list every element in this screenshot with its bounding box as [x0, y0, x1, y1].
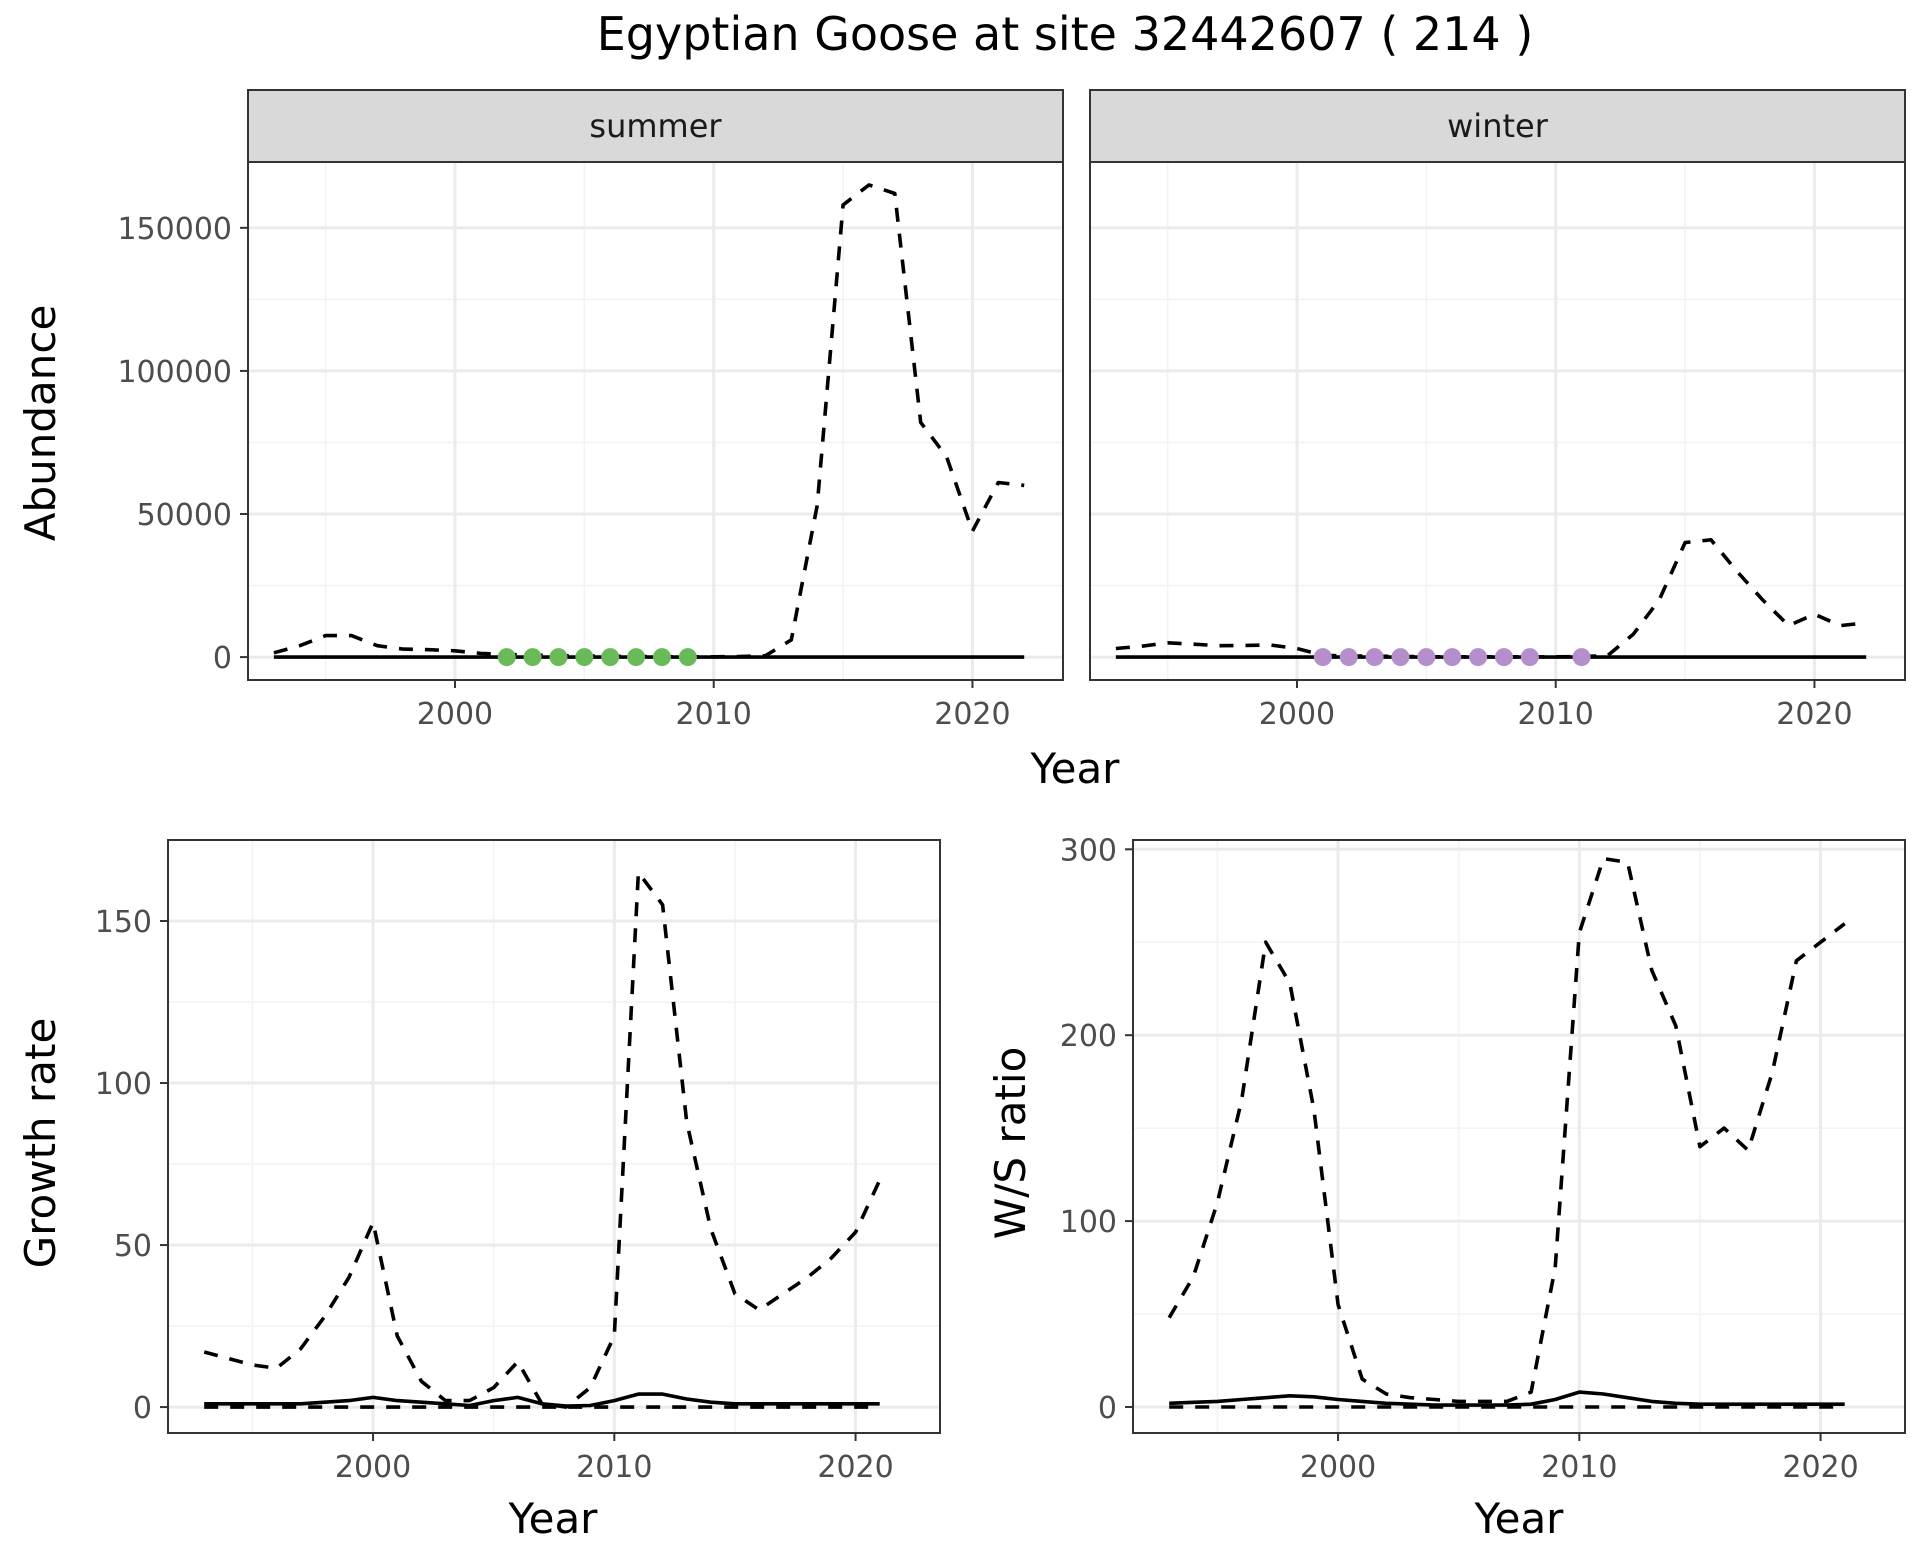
x-tick-label: 2020 — [934, 697, 1010, 732]
x-tick-label: 2000 — [417, 697, 493, 732]
data-point — [1313, 648, 1332, 667]
y-tick-label: 200 — [1060, 1019, 1117, 1054]
data-point — [601, 648, 620, 667]
x-tick-label: 2010 — [676, 697, 752, 732]
facet-strip — [247, 89, 1064, 163]
facet-strip-label: winter — [1447, 107, 1549, 145]
y-tick-label: 0 — [213, 641, 232, 676]
data-point — [652, 648, 671, 667]
panel-background — [1133, 840, 1905, 1433]
x-tick-label: 2000 — [335, 1450, 411, 1485]
data-point — [678, 648, 697, 667]
y-tick-label: 100000 — [117, 355, 232, 390]
data-point — [1572, 648, 1591, 667]
growth-x-axis-title: Year — [508, 1494, 599, 1543]
data-point — [1443, 648, 1462, 667]
panel-background — [1090, 162, 1905, 680]
y-tick-label: 50000 — [137, 498, 232, 533]
growth-y-axis-title: Growth rate — [16, 1018, 65, 1269]
data-point — [1365, 648, 1384, 667]
panel-border — [1132, 839, 1906, 1434]
data-point — [575, 648, 594, 667]
x-tick-label: 2010 — [1518, 697, 1594, 732]
x-tick-label: 2020 — [817, 1450, 893, 1485]
facet-strip — [1089, 89, 1906, 163]
data-point — [1339, 648, 1358, 667]
x-tick-label: 2010 — [576, 1450, 652, 1485]
y-tick-label: 0 — [1098, 1391, 1117, 1426]
data-point — [549, 648, 568, 667]
series-line-solid — [204, 1392, 880, 1408]
panel-background — [168, 840, 940, 1433]
facet-summer: summer 2000 2010 2020 0 50000 100000 150000 — [117, 89, 1064, 732]
panel-border — [167, 839, 941, 1434]
series-line-solid — [1169, 1390, 1845, 1407]
y-tick-label: 100 — [95, 1067, 152, 1102]
x-tick-label: 2020 — [1776, 697, 1852, 732]
x-tick-label: 2010 — [1541, 1450, 1617, 1485]
facet-winter: winter 2000 2010 2020 — [1089, 89, 1906, 732]
data-point — [1520, 648, 1539, 667]
panel-background — [248, 162, 1063, 680]
page-title: Egyptian Goose at site 32442607 ( 214 ) — [597, 7, 1534, 61]
data-point — [497, 648, 516, 667]
y-tick-label: 300 — [1060, 833, 1117, 868]
abundance-chart: summer 2000 2010 2020 0 50000 100000 150000 wint… — [117, 89, 1906, 732]
data-point — [523, 648, 542, 667]
data-point — [1417, 648, 1436, 667]
abundance-x-axis-title: Year — [1030, 744, 1121, 793]
facet-strip-label: summer — [589, 107, 722, 145]
y-tick-label: 50 — [114, 1229, 152, 1264]
ws-ratio-chart: 2000 2010 2020 0 100 200 300 — [1060, 833, 1906, 1485]
growth-rate-chart: 2000 2010 2020 0 50 100 150 — [95, 839, 941, 1485]
y-tick-label: 150000 — [117, 212, 232, 247]
ws-y-axis-title: W/S ratio — [986, 1047, 1035, 1240]
x-tick-label: 2000 — [1259, 697, 1335, 732]
x-tick-label: 2020 — [1782, 1450, 1858, 1485]
y-tick-label: 100 — [1060, 1205, 1117, 1240]
series-line-dashed — [1167, 856, 1846, 1404]
y-tick-label: 0 — [133, 1391, 152, 1426]
data-point — [1469, 648, 1488, 667]
x-tick-label: 2000 — [1300, 1450, 1376, 1485]
data-point — [1494, 648, 1513, 667]
ws-x-axis-title: Year — [1474, 1494, 1565, 1543]
data-point — [627, 648, 646, 667]
abundance-y-axis-title: Abundance — [16, 305, 65, 542]
y-tick-label: 150 — [95, 905, 152, 940]
data-point — [1391, 648, 1410, 667]
